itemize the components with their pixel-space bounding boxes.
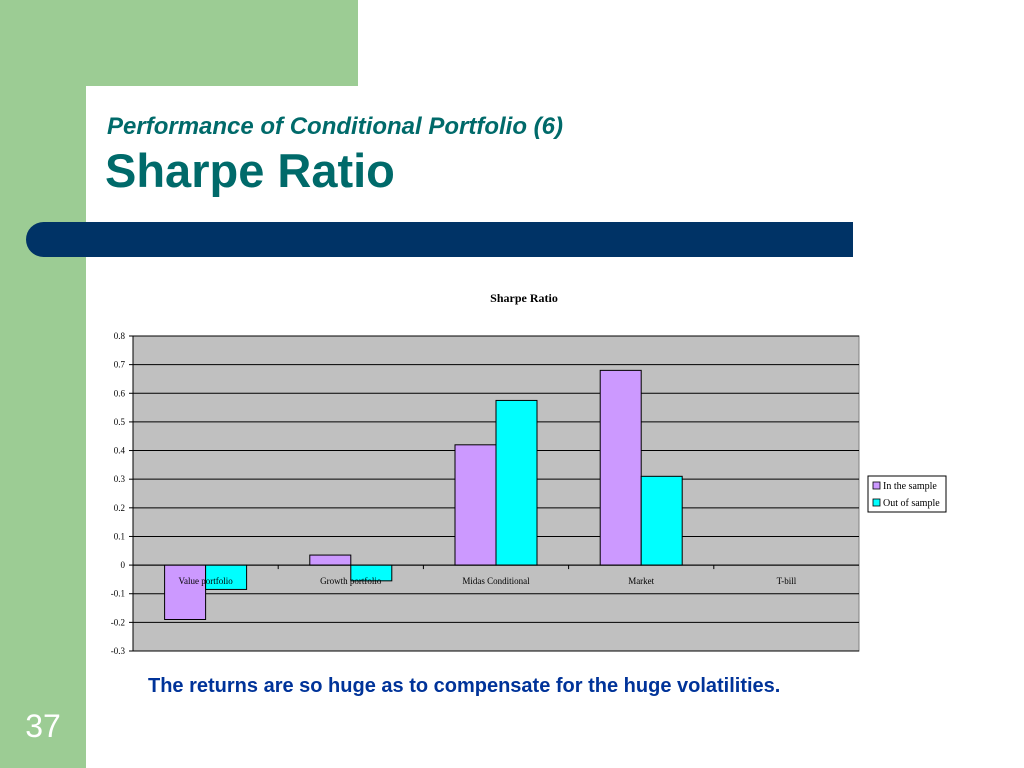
y-axis-ticks: -0.3 -0.2 -0.1 0 0.1 0.2 0.3 0.4 0.5 0.6 0.7 0.8 — [111, 331, 715, 656]
y-tick-label: 0.7 — [114, 360, 126, 370]
y-tick-label: -0.2 — [111, 617, 125, 627]
bar-in-sample — [599, 369, 642, 566]
content-area-corner — [86, 86, 206, 206]
slide-number: 37 — [25, 708, 61, 744]
bar-out-of-sample — [640, 475, 683, 566]
y-tick-label: 0.1 — [114, 531, 125, 541]
bar-out-of-sample — [495, 399, 538, 566]
legend-label-out-of-sample: Out of sample — [883, 498, 940, 509]
legend-label-in-sample: In the sample — [883, 481, 937, 492]
slide-title: Sharpe Ratio — [105, 144, 395, 197]
x-tick-label: Market — [628, 576, 654, 586]
legend: In the sample Out of sample — [867, 475, 947, 513]
bar-in-sample — [164, 564, 207, 621]
y-tick-label: 0.4 — [114, 446, 126, 456]
sharpe-ratio-chart: Sharpe Ratio -0.3 -0.2 -0.1 0 0.1 0.2 0.3 0.4 0.… — [111, 291, 947, 656]
footnote: The returns are so huge as to compensate… — [148, 675, 781, 697]
title-divider-band — [26, 222, 853, 257]
y-tick-label: -0.1 — [111, 589, 125, 599]
y-tick-label: 0.5 — [114, 417, 126, 427]
x-tick-label: Midas Conditional — [462, 576, 530, 586]
chart-title: Sharpe Ratio — [490, 291, 558, 305]
legend-swatch-in-sample — [872, 481, 881, 490]
y-tick-label: 0.2 — [114, 503, 125, 513]
y-tick-label: 0 — [121, 560, 126, 570]
y-tick-label: 0.6 — [114, 388, 126, 398]
x-tick-label: Value portfolio — [178, 576, 233, 586]
background-green-left — [0, 0, 86, 768]
slide-subtitle: Performance of Conditional Portfolio (6) — [107, 113, 564, 140]
legend-swatch-out-of-sample — [872, 498, 881, 507]
x-axis-labels: Value portfolio Growth portfolio Midas Con… — [178, 576, 796, 586]
y-tick-label: -0.3 — [111, 646, 126, 656]
y-tick-label: 0.8 — [114, 331, 126, 341]
bars — [164, 369, 683, 621]
x-tick-label: T-bill — [777, 576, 797, 586]
bar-in-sample — [454, 444, 497, 566]
legend-box — [867, 475, 947, 513]
bar-in-sample — [309, 554, 352, 566]
x-tick-label: Growth portfolio — [320, 576, 382, 586]
y-tick-label: 0.3 — [114, 474, 126, 484]
